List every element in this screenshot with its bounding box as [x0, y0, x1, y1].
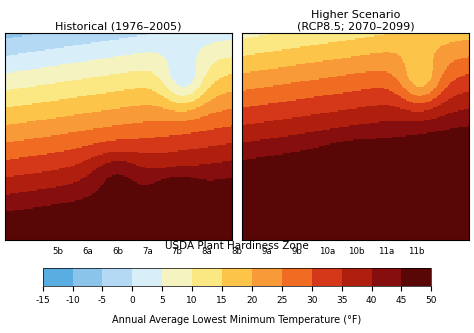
Text: Annual Average Lowest Minimum Temperature (°F): Annual Average Lowest Minimum Temperatur…: [112, 315, 362, 325]
Text: 11a: 11a: [378, 247, 395, 256]
Text: 9a: 9a: [262, 247, 272, 256]
Title: Higher Scenario
(RCP8.5; 2070–2099): Higher Scenario (RCP8.5; 2070–2099): [297, 10, 414, 31]
Text: 10b: 10b: [348, 247, 365, 256]
Text: 6a: 6a: [82, 247, 93, 256]
Text: USDA Plant Hardiness Zone: USDA Plant Hardiness Zone: [165, 241, 309, 251]
Text: 8b: 8b: [231, 247, 243, 256]
Text: 7a: 7a: [142, 247, 153, 256]
Title: Historical (1976–2005): Historical (1976–2005): [55, 21, 182, 31]
Text: 9b: 9b: [292, 247, 302, 256]
Text: 8a: 8a: [202, 247, 212, 256]
Text: 11b: 11b: [408, 247, 425, 256]
Text: 5b: 5b: [52, 247, 63, 256]
Text: 10a: 10a: [319, 247, 335, 256]
Text: 6b: 6b: [112, 247, 123, 256]
Text: 7b: 7b: [172, 247, 182, 256]
